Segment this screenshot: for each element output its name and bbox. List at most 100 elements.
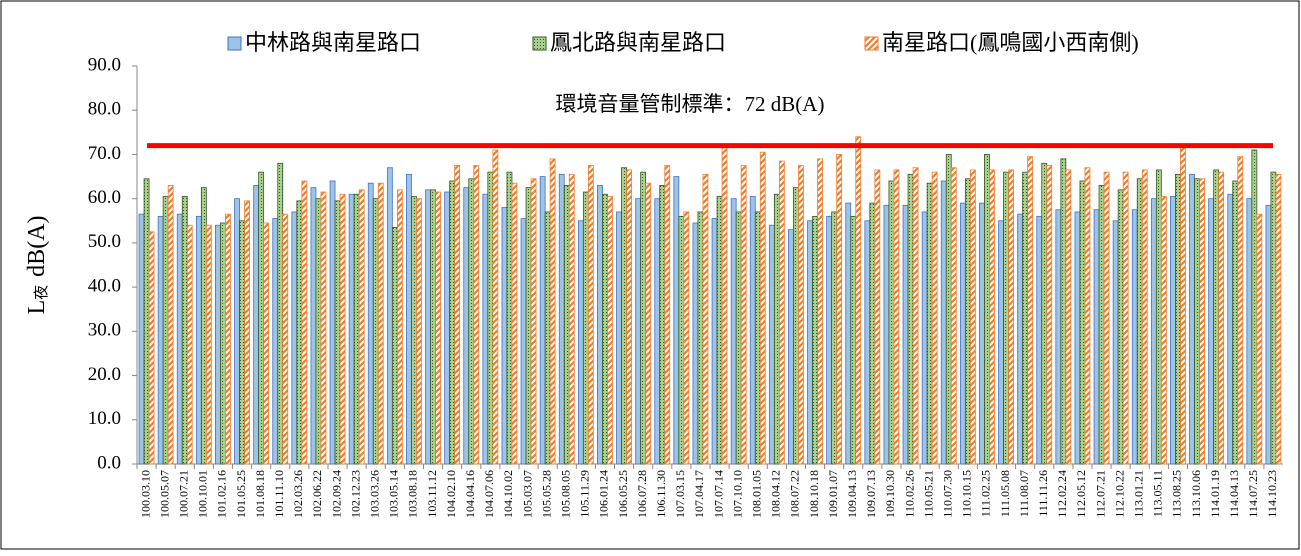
bar: [1251, 149, 1258, 465]
bar: [817, 158, 823, 465]
y-label-sub: 夜: [33, 285, 50, 300]
bar: [1141, 169, 1148, 465]
bar: [798, 165, 804, 465]
bar: [907, 173, 914, 465]
bar: [788, 229, 794, 465]
bar: [926, 182, 933, 465]
bar: [530, 178, 537, 465]
bar: [749, 196, 756, 465]
bar: [549, 158, 556, 465]
y-axis-title: L夜 dB(A): [24, 215, 51, 314]
bar: [807, 220, 813, 465]
bar: [998, 220, 1004, 465]
bar: [1275, 173, 1282, 465]
bar: [167, 184, 174, 465]
bar: [754, 211, 761, 465]
x-tick-label: 107.07.14: [711, 470, 725, 518]
bar: [568, 173, 575, 465]
bar: [984, 154, 990, 465]
bar: [501, 207, 508, 465]
x-tick-label: 110.10.15: [960, 470, 974, 518]
bar: [711, 218, 718, 465]
bar: [372, 198, 379, 465]
bar: [200, 187, 207, 465]
x-tick-label: 101.02.16: [215, 470, 229, 518]
bar: [220, 222, 226, 465]
bar: [558, 173, 565, 465]
bar: [979, 202, 985, 465]
bar: [253, 184, 260, 465]
bar: [950, 167, 957, 465]
bar: [225, 213, 231, 465]
y-tick-label: 30.0: [88, 320, 121, 341]
bar: [358, 189, 365, 465]
x-tick-label: 106.11.30: [654, 470, 668, 518]
bar: [921, 211, 928, 465]
bar: [1155, 169, 1162, 465]
bar: [850, 215, 857, 465]
bar: [444, 191, 451, 465]
bar: [697, 211, 704, 465]
x-tick-label: 103.11.12: [425, 470, 439, 518]
bar: [1065, 169, 1072, 465]
bar: [296, 200, 303, 465]
y-tick-label: 10.0: [88, 408, 121, 429]
bar: [864, 220, 871, 465]
bar: [826, 215, 833, 465]
bar: [301, 180, 308, 465]
bar: [320, 191, 327, 465]
bar: [874, 169, 881, 465]
bar: [195, 215, 202, 465]
bar: [520, 218, 527, 465]
bar: [597, 184, 603, 465]
bar: [511, 182, 518, 465]
bar: [430, 189, 436, 465]
bar: [315, 198, 322, 465]
bar: [602, 193, 608, 465]
x-tick-label: 103.08.18: [406, 470, 420, 518]
bar: [244, 200, 250, 465]
bar: [143, 178, 150, 465]
bar: [654, 198, 661, 465]
y-tick-label: 90.0: [88, 54, 121, 75]
x-tick-label: 107.04.17: [692, 470, 706, 518]
bar: [406, 173, 412, 465]
bar: [239, 220, 245, 465]
bar: [768, 224, 775, 465]
bar: [148, 231, 155, 465]
bar: [282, 213, 289, 465]
x-tick-label: 109.01.07: [826, 470, 840, 518]
bar: [353, 193, 360, 465]
bar: [577, 220, 584, 465]
x-tick-label: 108.01.05: [750, 470, 764, 518]
bar: [888, 180, 895, 465]
bar: [582, 191, 589, 465]
bar: [482, 193, 489, 465]
bar: [411, 196, 417, 465]
bar: [902, 204, 909, 465]
bar: [416, 198, 422, 465]
x-tick-label: 102.06.22: [310, 470, 324, 518]
bar: [544, 211, 551, 465]
bar: [1170, 196, 1176, 465]
bar: [1265, 204, 1272, 465]
bar: [640, 171, 647, 465]
bar: [176, 213, 183, 465]
x-tick-label: 108.04.12: [769, 470, 783, 518]
bar: [1093, 209, 1100, 465]
bar: [162, 196, 169, 465]
bar: [205, 224, 212, 465]
bar: [157, 215, 164, 465]
x-tick-label: 101.11.10: [272, 470, 286, 518]
x-tick-label: 107.10.10: [730, 470, 744, 518]
bar: [1041, 162, 1048, 465]
bar: [1136, 178, 1143, 465]
bar: [1150, 198, 1157, 465]
bar: [1232, 180, 1239, 465]
bar: [1213, 169, 1220, 465]
bar: [1003, 171, 1009, 465]
x-tick-label: 105.03.07: [520, 470, 534, 518]
bar: [607, 196, 613, 465]
bar: [869, 202, 876, 465]
